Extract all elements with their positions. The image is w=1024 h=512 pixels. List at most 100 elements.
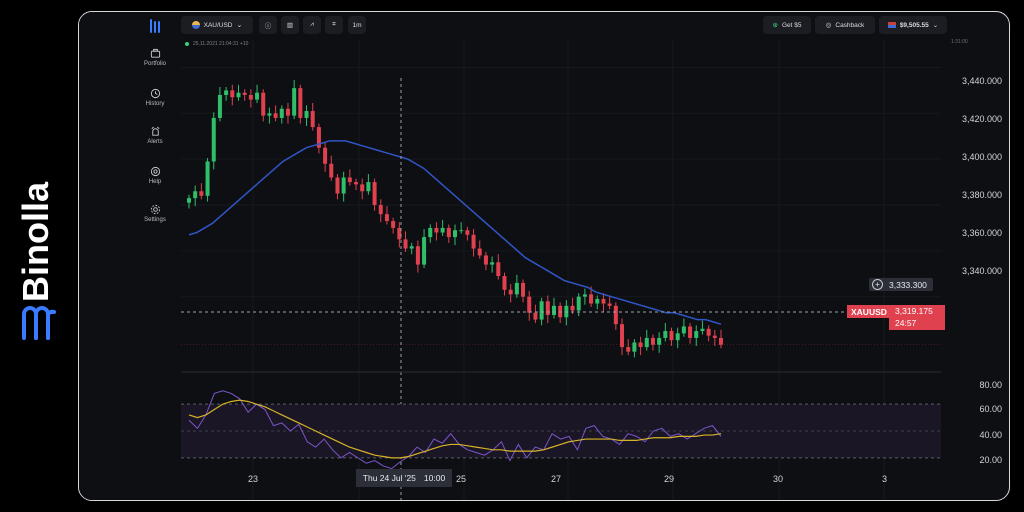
candle-body — [360, 184, 365, 192]
candle-body — [551, 305, 556, 315]
candle-body — [205, 161, 210, 196]
y-tick-label: 3,400.000 — [961, 152, 1002, 162]
candle-body — [669, 331, 674, 341]
candle-body — [384, 214, 389, 222]
candle-body — [694, 331, 699, 338]
get-bonus-button[interactable]: ⊕ Get $5 — [763, 16, 811, 34]
status-dot — [185, 42, 189, 46]
candle-body — [285, 108, 290, 116]
price-axis[interactable]: 3,440.000 3,420.000 3,400.000 3,380.000 … — [941, 40, 1009, 500]
candle-body — [329, 163, 334, 178]
timeframe-label: 1m — [352, 21, 362, 29]
candle-body — [582, 294, 587, 297]
candle-body — [261, 92, 266, 116]
candle-body — [471, 234, 476, 249]
top-toolbar: XAU/USD ⌄ ⓘ ▥ ⩘ ⌗ 1m ⊕ Get $5 ◎ Cashback… — [181, 16, 1003, 38]
rsi-line — [188, 390, 722, 470]
nav-item-alerts[interactable]: Alerts — [131, 126, 179, 145]
cashback-button[interactable]: ◎ Cashback — [815, 16, 875, 34]
binolla-small-logo-icon[interactable] — [145, 16, 165, 36]
candle-body — [706, 328, 711, 336]
current-price-value: 3,319.175 — [895, 306, 933, 316]
candle-body — [576, 296, 581, 311]
help-icon — [150, 166, 160, 177]
candle-body — [490, 262, 495, 265]
x-tick-label: 30 — [773, 474, 784, 484]
candle-body — [681, 326, 686, 334]
candle-body — [459, 230, 464, 232]
candle-body — [502, 276, 507, 290]
chevron-down-icon: ⌄ — [932, 22, 939, 29]
candle-body — [242, 92, 247, 95]
y-tick-label: 3,440.000 — [961, 76, 1002, 86]
x-tick-label: 29 — [664, 474, 675, 484]
candle-body — [440, 227, 445, 233]
candle-body — [310, 111, 315, 128]
flag-icon — [191, 21, 200, 29]
indicators-button[interactable]: ⌗ — [325, 16, 343, 34]
app-frame: Portfolio History Alerts Help Settings X… — [78, 11, 1010, 501]
crosshair-price-tag: + 3,333.300 — [869, 278, 933, 291]
nav-item-portfolio[interactable]: Portfolio — [131, 48, 179, 67]
nav-label: Alerts — [147, 139, 163, 145]
timeframe-button[interactable]: 1m — [348, 16, 366, 34]
candle-body — [335, 177, 340, 194]
rsi-tick-label: 60.00 — [979, 404, 1002, 414]
candle-body — [589, 294, 594, 304]
info-icon: ⓘ — [264, 23, 272, 30]
add-alert-icon[interactable]: + — [872, 279, 883, 290]
candle-body — [341, 177, 346, 194]
candle-body — [620, 324, 625, 348]
cashback-icon: ◎ — [825, 22, 832, 29]
candle-body — [663, 331, 668, 338]
info-button[interactable]: ⓘ — [259, 16, 277, 34]
nav-item-help[interactable]: Help — [131, 166, 179, 185]
nav-label: Help — [148, 179, 162, 185]
candle-body — [434, 227, 439, 233]
candle-body — [719, 337, 723, 345]
candle-body — [483, 255, 488, 265]
candle-countdown: 24:57 — [895, 318, 917, 328]
candle-body — [211, 117, 216, 162]
candle-body — [279, 108, 284, 118]
nav-item-history[interactable]: History — [131, 88, 179, 107]
candle-body — [354, 182, 359, 185]
candle-body — [595, 298, 600, 304]
candle-body — [539, 301, 544, 320]
crosshair-price-value: 3,333.300 — [889, 279, 927, 290]
cashback-label: Cashback — [835, 21, 865, 29]
chart-type-button[interactable]: ▥ — [281, 16, 299, 34]
balance-selector[interactable]: $9,505.55 ⌄ — [879, 16, 947, 34]
price-chart[interactable] — [181, 40, 941, 500]
candle-body — [638, 342, 643, 348]
symbol-selector[interactable]: XAU/USD ⌄ — [181, 16, 253, 34]
current-price-tag: 3,319.175 24:57 — [889, 305, 945, 330]
crosshair-time: 10:00 — [423, 473, 446, 483]
left-navigation: Portfolio History Alerts Help Settings — [79, 12, 166, 500]
candle-body — [366, 182, 371, 192]
symbol-label: XAU/USD — [203, 21, 233, 29]
alert-icon — [151, 126, 159, 136]
candle-body — [193, 191, 198, 199]
chevron-down-icon: ⌄ — [236, 22, 243, 29]
candle-body — [428, 227, 433, 238]
drawing-tools-button[interactable]: ⩘ — [303, 16, 321, 34]
candle-body — [712, 335, 717, 338]
candle-body — [236, 92, 241, 98]
candle-body — [378, 205, 383, 215]
candle-body — [626, 347, 631, 352]
crosshair-date: Thu 24 Jul '25 — [362, 473, 416, 483]
candle-body — [545, 301, 550, 315]
candle-body — [465, 230, 470, 235]
candle-body — [422, 237, 427, 265]
crosshair-date-tag: Thu 24 Jul '25 10:00 — [356, 469, 452, 487]
us-flag-icon — [887, 22, 896, 28]
candle-body — [613, 305, 618, 325]
nav-item-settings[interactable]: Settings — [131, 204, 179, 223]
candle-body — [391, 221, 396, 228]
draw-icon: ⩘ — [310, 21, 314, 28]
x-tick-label: 27 — [551, 474, 562, 484]
candle-body — [607, 303, 612, 306]
rsi-signal-line — [188, 399, 722, 459]
timestamp: 25.11.2021 21:04:31 +10 — [193, 41, 249, 47]
